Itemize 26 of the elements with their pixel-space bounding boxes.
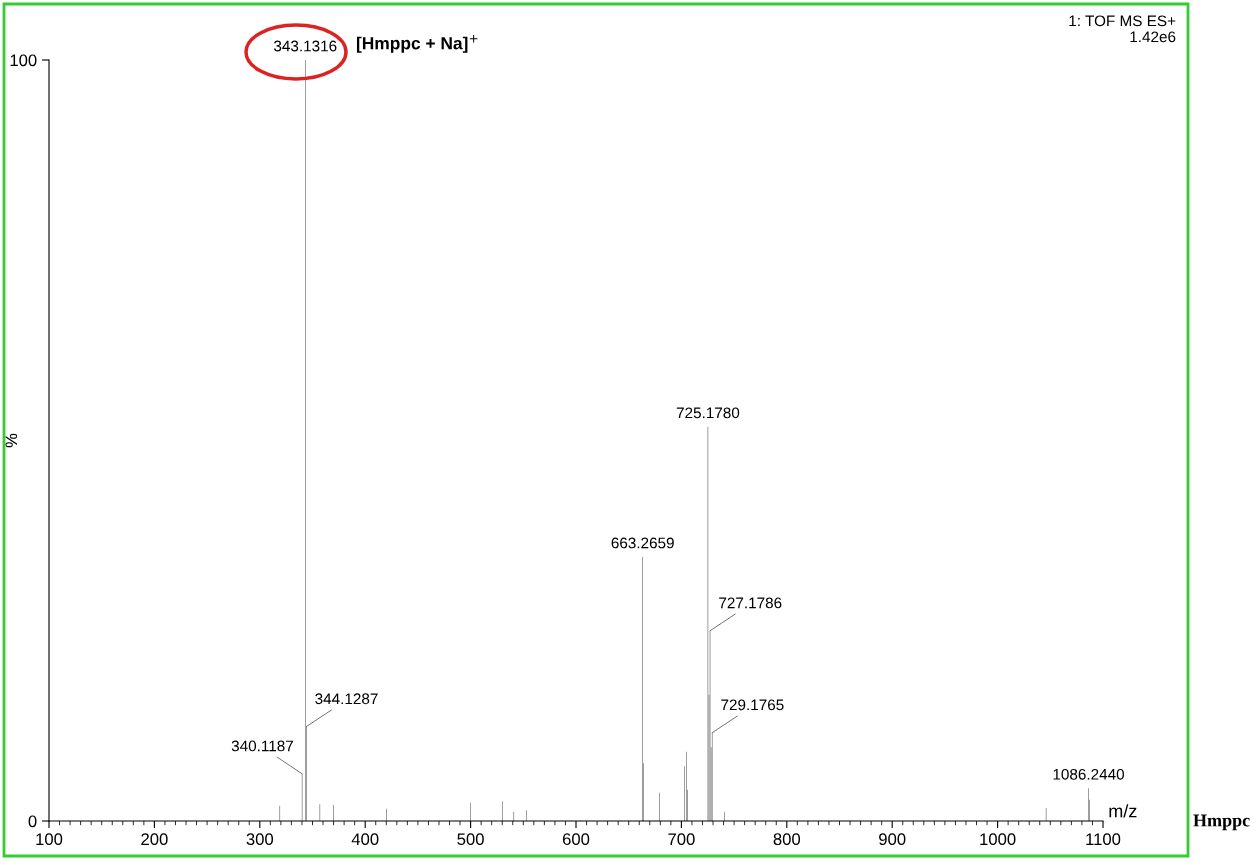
text: 1: TOF MS ES+ bbox=[1069, 15, 1176, 27]
annotation: 729.1765 bbox=[721, 699, 784, 711]
text: [Hmppc + Na]$^{+}$ bbox=[356, 34, 478, 53]
annotation: 343.1316 bbox=[273, 40, 337, 52]
annotation: 1086.2440 bbox=[1053, 768, 1125, 780]
y-tick-label: 0 bbox=[28, 815, 37, 828]
x-axis-title: m/z bbox=[1109, 804, 1137, 818]
annotation: 725.1780 bbox=[676, 407, 740, 419]
annotation: 663.2659 bbox=[611, 537, 674, 549]
x-tick-label: 800 bbox=[773, 833, 801, 846]
text: 1.42e6 bbox=[1130, 31, 1176, 43]
x-tick-label: 1000 bbox=[980, 833, 1016, 846]
x-tick-label: 900 bbox=[879, 833, 906, 846]
annotation: 727.1786 bbox=[719, 597, 782, 609]
x-tick-label: 1100 bbox=[1086, 833, 1121, 846]
x-tick-label: 200 bbox=[141, 833, 168, 846]
x-tick-label: 500 bbox=[457, 833, 484, 846]
text: Hmppc bbox=[1193, 814, 1250, 831]
y-axis-title: % bbox=[5, 433, 18, 448]
annotation: 340.1187 bbox=[231, 740, 293, 752]
x-tick-label: 100 bbox=[36, 833, 63, 846]
x-tick-label: 600 bbox=[562, 833, 590, 846]
annotation: 344.1287 bbox=[315, 693, 378, 705]
x-tick-label: 400 bbox=[351, 833, 379, 846]
x-tick-label: 300 bbox=[246, 833, 274, 846]
x-tick-label: 700 bbox=[668, 833, 695, 846]
